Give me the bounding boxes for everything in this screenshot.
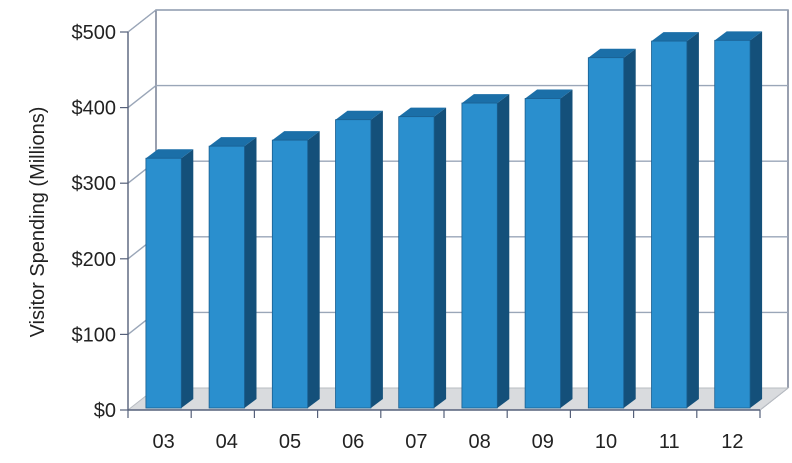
bar-top-face <box>145 149 194 159</box>
gridline-depth <box>127 85 157 109</box>
bar-top-face <box>461 94 510 104</box>
x-tick-label: 11 <box>659 431 680 453</box>
bar-top-face <box>335 110 383 120</box>
y-tick-label: $500 <box>72 22 117 44</box>
bar-front-face <box>398 116 435 409</box>
bar-top-face <box>714 31 763 41</box>
bar <box>398 107 447 409</box>
y-tick-label: $300 <box>72 173 117 195</box>
x-tick-label: 04 <box>216 431 238 453</box>
bar-front-face <box>461 102 498 409</box>
bar-front-face <box>587 57 625 409</box>
bar <box>587 48 636 409</box>
bar-side-face <box>244 137 257 408</box>
bars <box>145 31 763 409</box>
axes: $0 $100 $200 $300 $400 $500 03 04 05 06 07 08 09 10 11… <box>72 22 761 453</box>
bar-side-face <box>686 32 699 409</box>
bar-side-face <box>623 48 636 408</box>
bar <box>714 31 763 409</box>
x-tick-label: 08 <box>468 431 490 453</box>
bar-side-face <box>434 107 447 408</box>
bar-front-face <box>335 119 372 409</box>
bar-front-face <box>271 139 309 409</box>
bar <box>271 131 320 409</box>
x-tick-label: 10 <box>595 431 617 453</box>
y-axis-title: Visitor Spending (Millions) <box>27 107 49 338</box>
bar-front-face <box>524 98 561 409</box>
bar-side-face <box>750 31 763 408</box>
bar <box>524 89 573 409</box>
x-tick-label: 03 <box>152 431 174 453</box>
bar-side-face <box>181 149 194 408</box>
bar <box>651 32 699 409</box>
bar-side-face <box>370 110 383 409</box>
x-tick-label: 12 <box>721 431 743 453</box>
gridline-depth <box>127 9 157 33</box>
bar-side-face <box>560 89 573 408</box>
x-tick-label: 06 <box>342 431 364 453</box>
bar-top-face <box>588 48 636 58</box>
bar <box>335 110 383 409</box>
bar-top-face <box>272 131 320 141</box>
bar-front-face <box>145 157 182 409</box>
y-tick-label: $100 <box>72 324 117 346</box>
y-tick-label: $200 <box>72 249 117 271</box>
bar-front-face <box>714 39 751 409</box>
bar-top-face <box>525 89 573 99</box>
bar-top-face <box>398 107 447 117</box>
bar-front-face <box>651 40 688 409</box>
bar-front-face <box>208 145 245 409</box>
bar <box>208 137 257 409</box>
x-tick-label: 09 <box>532 431 554 453</box>
bar <box>461 94 510 409</box>
x-tick-label: 05 <box>279 431 301 453</box>
bar-side-face <box>307 131 320 408</box>
y-tick-label: $0 <box>94 400 116 422</box>
y-tick-label: $400 <box>72 98 117 120</box>
bar-top-face <box>651 32 699 42</box>
bar <box>145 149 194 409</box>
x-tick-label: 07 <box>405 431 427 453</box>
bar-top-face <box>209 137 257 147</box>
bar-side-face <box>497 94 510 409</box>
